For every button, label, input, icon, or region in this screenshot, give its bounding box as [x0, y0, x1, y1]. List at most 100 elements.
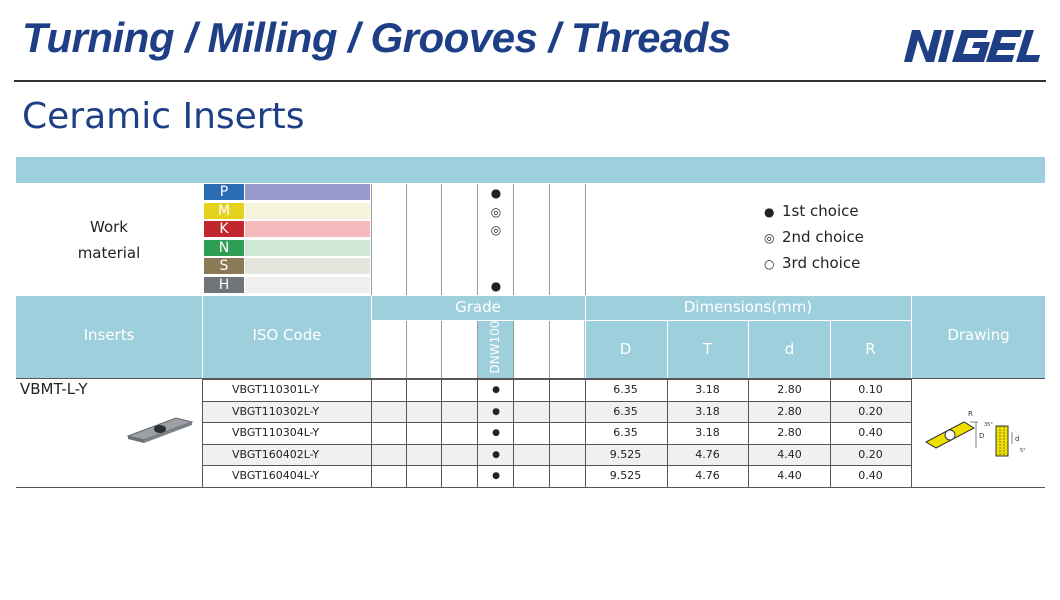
- legend-symbol: ○: [764, 257, 775, 271]
- header-iso-code: ISO Code: [252, 326, 322, 344]
- dimension-cell-D: 9.525: [609, 447, 642, 461]
- header-drawing: Drawing: [947, 326, 1010, 344]
- header-inserts: Inserts: [83, 326, 135, 344]
- grid-hline: [203, 379, 912, 380]
- iso-code-cell: VBGT110304L-Y: [232, 426, 320, 439]
- dimension-cell-R: 0.20: [858, 404, 883, 418]
- work-material-bar: [245, 276, 370, 293]
- grid-hline: [203, 400, 912, 402]
- dimension-cell-d: 4.40: [777, 447, 802, 461]
- work-material-mark: ◎: [490, 223, 502, 237]
- header-d: d: [784, 340, 795, 358]
- work-material-bar: [245, 184, 370, 200]
- grid-header-vline: [202, 296, 203, 378]
- grid-hline: [203, 465, 912, 466]
- iso-code-cell: VBGT160402L-Y: [232, 447, 320, 461]
- grid-vline: [667, 379, 668, 487]
- grid-header-vline: [667, 320, 668, 378]
- grid-vline: [549, 320, 550, 378]
- grade-column-highlight: [478, 320, 513, 378]
- drawing-label-angle2: 5°: [1020, 448, 1026, 454]
- grid-vline: [406, 320, 407, 378]
- insert-photo-icon: [126, 417, 194, 443]
- grade-mark-cell: ●: [492, 406, 500, 417]
- header-divider: [14, 80, 1046, 82]
- row-stripe: [203, 400, 911, 422]
- row-stripe: [203, 443, 911, 465]
- header-grade: Grade: [455, 298, 501, 316]
- grid-vline: [477, 379, 478, 487]
- grid-vline: [549, 184, 550, 295]
- header-R: R: [865, 340, 876, 358]
- grid-vline: [911, 379, 912, 487]
- legend-item: ◎ 2nd choice: [764, 228, 864, 246]
- iso-code-cell: VBGT110302L-Y: [232, 404, 320, 418]
- drawing-label-D: D: [979, 432, 984, 440]
- work-material-letter: N: [204, 239, 244, 256]
- drawing-label-R: R: [968, 410, 973, 418]
- header-band: [16, 157, 1045, 183]
- grid-vline: [477, 320, 478, 378]
- header-T: T: [702, 340, 713, 358]
- dimension-cell-D: 9.525: [609, 469, 642, 482]
- page-banner: Turning / Milling / Grooves / Threads: [22, 14, 731, 61]
- grid-header-vline: [748, 320, 749, 378]
- dimension-cell-D: 6.35: [613, 404, 638, 418]
- grid-vline: [441, 184, 442, 295]
- work-material-letter: P: [204, 184, 244, 200]
- grid-header-vline: [830, 320, 831, 378]
- drawing-label-angle1: 35°: [984, 422, 993, 428]
- grid-vline: [830, 379, 831, 487]
- grid-hline: [203, 443, 912, 445]
- dimension-cell-d: 2.80: [777, 426, 802, 439]
- legend-text: 1st choice: [782, 202, 859, 220]
- work-material-letter: K: [204, 221, 244, 237]
- grade-mark-cell: ●: [492, 449, 500, 460]
- dimension-cell-d: 4.40: [777, 469, 802, 482]
- grid-vline: [585, 379, 586, 487]
- drawing-label-d: d: [1015, 435, 1019, 443]
- nigel-logo: [904, 30, 1040, 62]
- dimension-cell-T: 3.18: [695, 426, 720, 439]
- work-material-mark: ●: [490, 186, 502, 200]
- legend-text: 3rd choice: [782, 254, 861, 272]
- insert-name: VBMT-L-Y: [20, 380, 88, 398]
- legend-symbol: ●: [764, 205, 775, 219]
- grade-mark-cell: ●: [492, 385, 500, 395]
- grid-vline: [748, 379, 749, 487]
- grid-vline: [371, 184, 372, 295]
- dimension-cell-T: 3.18: [695, 383, 720, 396]
- work-material-letter: S: [204, 258, 244, 274]
- iso-code-cell: VBGT160404L-Y: [232, 469, 320, 482]
- grid-vline: [513, 320, 514, 378]
- grid-header-vline: [585, 296, 586, 378]
- dimension-cell-d: 2.80: [777, 383, 802, 396]
- grid-vline: [513, 184, 514, 295]
- legend-symbol: ◎: [764, 231, 775, 245]
- grid-header-vline: [371, 296, 372, 378]
- grid-vline: [371, 379, 372, 487]
- work-material-bar: [245, 258, 370, 274]
- work-material-bar: [245, 239, 370, 256]
- dimension-cell-R: 0.20: [858, 447, 883, 461]
- grade-mark-cell: ●: [492, 428, 500, 438]
- work-material-mark: ●: [490, 278, 502, 293]
- dimension-cell-D: 6.35: [613, 383, 638, 396]
- iso-code-cell: VBGT110301L-Y: [232, 383, 320, 396]
- grid-vline: [477, 184, 478, 295]
- legend-item: ● 1st choice: [764, 202, 859, 220]
- dimension-cell-R: 0.40: [858, 426, 883, 439]
- insert-drawing: R D 35° d 5°: [924, 410, 1026, 457]
- work-material-bar: [245, 221, 370, 237]
- grid-hline: [203, 422, 912, 423]
- grid-vline: [549, 379, 550, 487]
- work-material-bar: [245, 202, 370, 219]
- grid-hline: [16, 487, 1045, 488]
- grid-header-vline: [911, 296, 912, 378]
- dimension-cell-R: 0.10: [858, 383, 883, 396]
- grid-vline: [585, 184, 586, 295]
- grid-vline: [406, 379, 407, 487]
- work-material-mark: ◎: [490, 204, 502, 219]
- header-dimensions: Dimensions(mm): [683, 298, 813, 316]
- grid-vline: [441, 379, 442, 487]
